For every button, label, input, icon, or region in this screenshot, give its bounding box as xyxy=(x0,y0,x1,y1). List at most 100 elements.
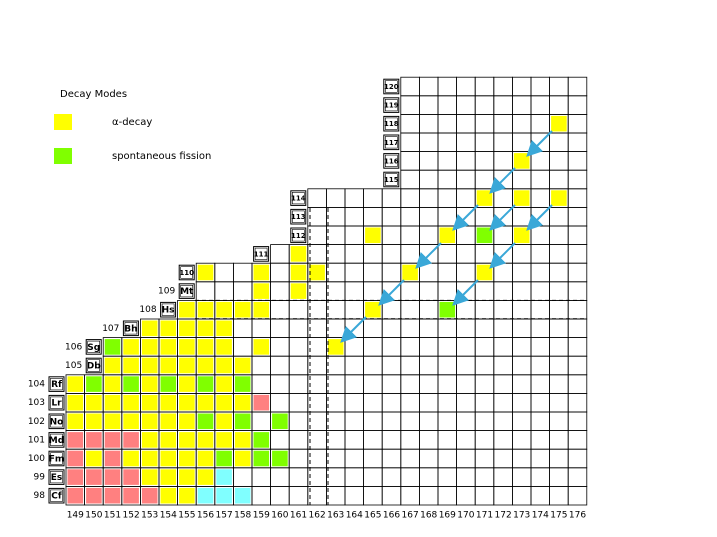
nuclide-cell xyxy=(439,301,456,318)
grid-cell xyxy=(418,392,439,413)
grid-cell xyxy=(474,76,495,97)
grid-cell xyxy=(288,392,309,413)
grid-cell xyxy=(493,374,513,394)
nuclide-cell xyxy=(104,357,121,374)
grid-cell xyxy=(325,188,346,208)
element-box-inner xyxy=(180,266,193,279)
grid-cell xyxy=(381,448,402,469)
grid-cell xyxy=(251,374,272,394)
proton-number: 105 xyxy=(65,361,82,371)
grid-cell xyxy=(400,374,420,394)
grid-cell xyxy=(270,318,290,339)
grid-cell xyxy=(567,169,588,190)
grid-cell xyxy=(493,95,513,115)
grid-cell xyxy=(549,262,569,283)
element-box-inner xyxy=(50,433,63,447)
grid-cell xyxy=(549,76,569,97)
nuclide-cell xyxy=(160,320,177,337)
nuclide-cell xyxy=(179,376,195,392)
element-symbol: Cf xyxy=(51,492,62,502)
grid-cell xyxy=(251,411,272,432)
element-box xyxy=(290,208,307,225)
nuclide-cell xyxy=(216,450,232,467)
element-symbol: Hs xyxy=(162,306,175,316)
nuclide-cell xyxy=(123,469,139,485)
neutron-number: 150 xyxy=(85,511,102,521)
neutron-number: 174 xyxy=(532,511,549,521)
nuclide-cell xyxy=(551,190,567,206)
grid-cell xyxy=(549,467,569,487)
grid-cell xyxy=(456,188,476,208)
element-symbol: 115 xyxy=(384,176,399,184)
nuclide-cell xyxy=(197,450,214,467)
grid-cell xyxy=(251,318,272,339)
grid-cell xyxy=(493,132,513,153)
grid-cell xyxy=(325,225,346,246)
grid-cell xyxy=(437,262,458,283)
neutron-number: 160 xyxy=(271,511,288,521)
element-symbol: Sg xyxy=(87,343,100,353)
nuclide-cell xyxy=(234,487,251,504)
grid-cell xyxy=(512,430,532,450)
grid-cell xyxy=(270,299,290,320)
grid-cell xyxy=(567,318,588,339)
nuclide-cell xyxy=(141,432,158,448)
nuclide-cell xyxy=(141,413,158,430)
grid-cell xyxy=(474,337,495,357)
grid-cell xyxy=(400,132,420,153)
element-box xyxy=(48,413,65,430)
nuclide-cell xyxy=(234,432,251,448)
nuclide-cell xyxy=(513,153,530,169)
grid-cell xyxy=(344,262,365,283)
element-box-inner xyxy=(50,489,63,502)
grid-cell xyxy=(456,244,476,264)
nuclide-cell xyxy=(197,376,214,392)
grid-cell xyxy=(549,225,569,246)
grid-cell xyxy=(474,430,495,450)
nuclide-cell xyxy=(104,469,121,485)
grid-cell xyxy=(325,485,346,506)
grid-cell xyxy=(307,318,327,339)
grid-cell xyxy=(214,262,234,283)
grid-cell xyxy=(437,188,458,208)
element-box-inner xyxy=(384,136,398,149)
grid-cell xyxy=(418,188,439,208)
grid-cell xyxy=(344,299,365,320)
grid-cell xyxy=(400,169,420,190)
grid-cell xyxy=(512,95,532,115)
grid-cell xyxy=(344,467,365,487)
grid-cell xyxy=(567,281,588,301)
grid-cell xyxy=(325,392,346,413)
grid-cell xyxy=(344,485,365,506)
element-symbol: Es xyxy=(51,473,63,483)
element-box xyxy=(383,153,400,169)
grid-cell xyxy=(381,392,402,413)
grid-cell xyxy=(288,467,309,487)
grid-cell xyxy=(363,485,383,506)
element-box-inner xyxy=(384,173,398,186)
element-symbol: 111 xyxy=(254,250,269,258)
grid-cell xyxy=(549,206,569,227)
nuclide-cell xyxy=(402,264,418,281)
grid-cell xyxy=(307,374,327,394)
grid-cell xyxy=(493,467,513,487)
nuclide-cell xyxy=(476,227,493,244)
nuclide-cell xyxy=(216,357,232,374)
grid-cell xyxy=(493,392,513,413)
grid-cell xyxy=(381,467,402,487)
grid-cell xyxy=(493,114,513,134)
element-box-inner xyxy=(50,396,63,409)
grid-cell xyxy=(400,244,420,264)
grid-cell xyxy=(493,411,513,432)
grid-cell xyxy=(325,467,346,487)
grid-cell xyxy=(381,337,402,357)
grid-cell xyxy=(549,169,569,190)
neutron-number: 152 xyxy=(123,511,140,521)
grid-cell xyxy=(307,411,327,432)
neutron-number: 167 xyxy=(402,511,419,521)
grid-cell xyxy=(567,244,588,264)
grid-cell xyxy=(344,281,365,301)
nuclide-cell xyxy=(179,413,195,430)
dashed-lines xyxy=(195,208,586,505)
